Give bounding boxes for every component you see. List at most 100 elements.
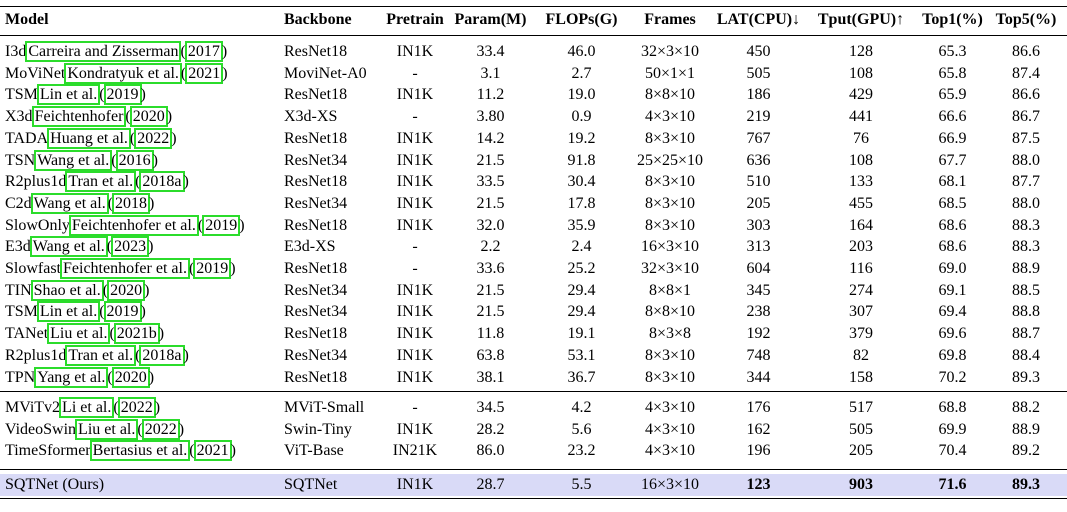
citation-year[interactable]: 2019: [103, 84, 142, 106]
citation-year[interactable]: 2021: [193, 440, 232, 462]
model-name: Slowfast: [5, 260, 61, 277]
citation-authors[interactable]: Li et al.: [59, 397, 115, 418]
param-cell: 28.7: [476, 476, 505, 493]
table-row: R2plus1d Tran et al.(2018a) ResNet18 IN1K 33…: [0, 171, 1067, 193]
pretrain-cell: IN21K: [392, 442, 438, 460]
frames-cell: 8×8×1: [648, 281, 692, 299]
flops-cell: 25.2: [567, 260, 596, 277]
table-row: TPN Yang et al.(2020) ResNet18 IN1K 38.1 36.7…: [0, 366, 1067, 389]
citation-authors[interactable]: Carreira and Zisserman: [25, 41, 182, 62]
citation-year[interactable]: 2020: [107, 279, 146, 301]
top1-cell: 69.8: [938, 346, 967, 364]
header-top1: Top1(%): [922, 11, 983, 28]
citation-year[interactable]: 2016: [115, 149, 154, 171]
top5-cell: 87.4: [1012, 64, 1040, 82]
flops-cell: 29.4: [567, 303, 596, 321]
citation-authors[interactable]: Lin et al.: [36, 301, 101, 323]
citation-year[interactable]: 2018a: [139, 171, 185, 193]
citation-open-paren: (: [107, 368, 113, 386]
citation-year[interactable]: 2022: [134, 127, 173, 149]
citation-authors[interactable]: Feichtenhofer et al.: [68, 214, 199, 236]
citation-year[interactable]: 2021: [185, 62, 224, 84]
model-cell: TSM Lin et al.(2019): [5, 301, 146, 323]
citation-authors[interactable]: Tran et al.: [65, 344, 137, 366]
citation-authors[interactable]: Feichtenhofer et al.: [60, 258, 190, 279]
tput-cell: 116: [849, 260, 873, 277]
citation-authors[interactable]: Lin et al.: [36, 84, 101, 106]
citation-authors[interactable]: Feichtenhofer: [31, 106, 127, 128]
citation-close-paren: ): [148, 368, 155, 386]
flops-cell: 46.0: [567, 43, 596, 60]
citation-authors[interactable]: Yang et al.: [34, 366, 109, 388]
citation-authors[interactable]: Liu et al.: [75, 418, 139, 440]
citation-year[interactable]: 2022: [141, 418, 180, 440]
citation-year[interactable]: 2019: [202, 214, 241, 236]
citation-year[interactable]: 2020: [111, 366, 150, 388]
citation-open-paren: (: [99, 86, 105, 104]
pretrain-cell: IN1K: [396, 151, 434, 169]
citation-authors[interactable]: Wang et al.: [29, 236, 108, 258]
citation-year[interactable]: 2019: [193, 258, 232, 279]
backbone-cell: ResNet18: [284, 216, 348, 234]
tput-cell: 307: [849, 303, 873, 321]
backbone-cell: ResNet18: [284, 260, 348, 277]
model-name: C2d: [5, 194, 32, 212]
lat-cell: 505: [746, 64, 771, 82]
tput-cell: 108: [849, 151, 873, 169]
frames-cell: 8×3×10: [644, 216, 696, 234]
top5-cell: 86.6: [1012, 86, 1040, 104]
top1-cell: 68.5: [938, 194, 967, 212]
top1-cell: 67.7: [938, 151, 967, 169]
header-flops: FLOPs(G): [545, 11, 618, 28]
frames-cell: 8×3×10: [644, 346, 696, 364]
citation-year[interactable]: 2019: [103, 301, 142, 323]
citation-authors[interactable]: Huang et al.: [47, 127, 131, 149]
citation-year[interactable]: 2022: [117, 397, 156, 418]
citation-year[interactable]: 2020: [129, 106, 168, 128]
citation-authors[interactable]: Wang et al.: [34, 149, 113, 171]
citation-year[interactable]: 2017: [184, 41, 223, 62]
citation-authors[interactable]: Kondratyuk et al.: [64, 62, 182, 84]
model-cell: R2plus1d Tran et al.(2018a): [5, 171, 189, 193]
top5-cell: 88.0: [1012, 151, 1040, 169]
table-row: X3d Feichtenhofer(2020) X3d-XS - 3.80 0.9 4×3×…: [0, 106, 1067, 128]
backbone-cell: ResNet34: [284, 303, 348, 321]
model-cell: TSN Wang et al.(2016): [5, 149, 158, 172]
backbone-cell: ResNet34: [284, 194, 348, 212]
frames-cell: 32×3×10: [640, 43, 700, 60]
citation-year[interactable]: 2021b: [113, 323, 160, 345]
citation-year[interactable]: 2018a: [139, 344, 185, 366]
citation-open-paren: (: [99, 303, 105, 321]
citation-authors[interactable]: Shao et al.: [30, 279, 104, 301]
param-cell: 63.8: [476, 346, 505, 364]
top5-cell: 87.5: [1012, 129, 1040, 147]
citation-open-paren: (: [188, 260, 195, 277]
citation-open-paren: (: [111, 151, 117, 169]
citation-open-paren: (: [129, 129, 136, 147]
pretrain-cell: IN1K: [396, 129, 434, 147]
citation-close-paren: ): [166, 108, 173, 126]
citation-close-paren: ): [144, 281, 150, 299]
citation-authors[interactable]: Wang et al.: [30, 192, 109, 214]
citation-year[interactable]: 2018: [112, 192, 151, 214]
citation-authors[interactable]: Liu et al.: [47, 323, 111, 345]
table-row: MoViNet Kondratyuk et al.(2021) MoviNet-A0…: [0, 62, 1067, 85]
table-row: TADA Huang et al.(2022) ResNet18 IN1K 14.2 19…: [0, 127, 1067, 150]
ours-row: SQTNet (Ours) SQTNet IN1K 28.7 5.5 16×3×…: [0, 474, 1067, 496]
model-cell: TANet Liu et al.(2021b): [5, 323, 164, 345]
citation-authors[interactable]: Bertasius et al.: [89, 440, 191, 462]
citation-close-paren: ): [183, 173, 189, 191]
citation-open-paren: (: [197, 216, 204, 234]
backbone-cell: SQTNet: [284, 476, 338, 493]
lat-cell: 767: [746, 129, 771, 147]
param-cell: 2.2: [480, 238, 501, 256]
citation-authors[interactable]: Tran et al.: [65, 171, 137, 193]
ours-separator-rule: [0, 469, 1067, 470]
tput-cell: 205: [849, 442, 873, 460]
citation-close-paren: ): [140, 303, 146, 321]
tput-cell: 441: [849, 108, 873, 126]
citation-year[interactable]: 2023: [111, 236, 150, 258]
lat-cell: 303: [746, 216, 771, 234]
backbone-cell: MoviNet-A0: [284, 64, 367, 82]
citation-close-paren: ): [222, 64, 228, 82]
